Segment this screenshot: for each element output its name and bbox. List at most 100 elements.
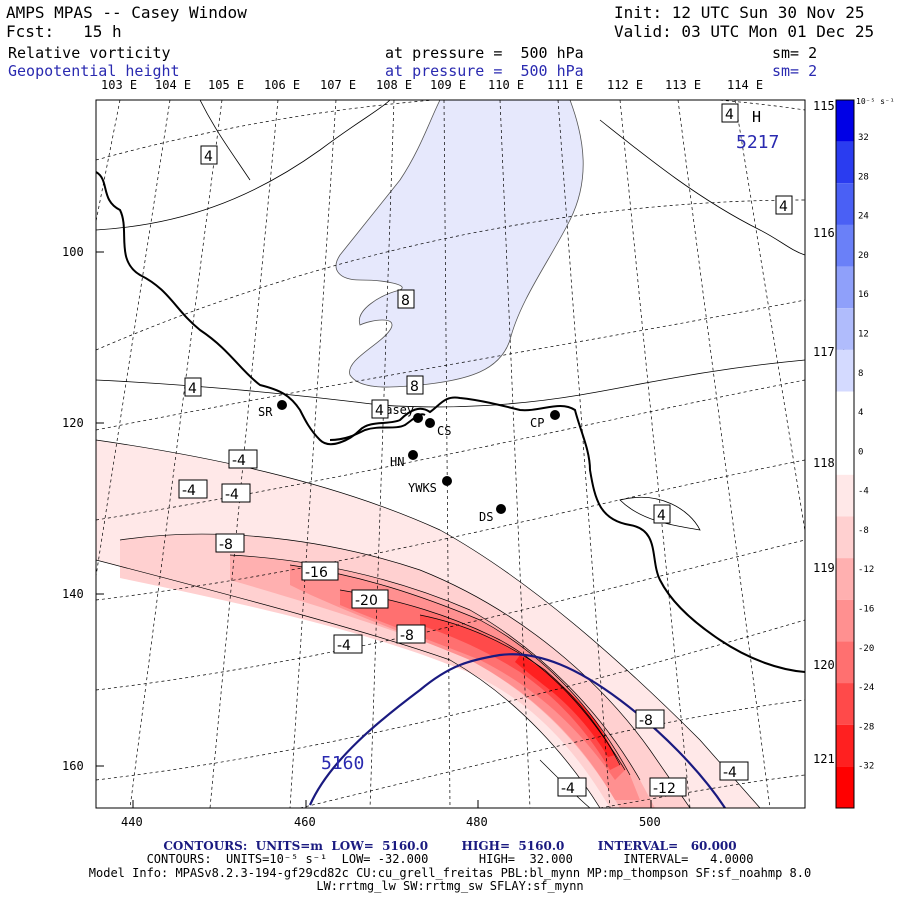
station-label: CP — [530, 416, 544, 430]
colorbar-segment — [836, 266, 854, 309]
forecast-hour: Fcst: 15 h — [6, 22, 122, 41]
height-high-marker: H — [752, 108, 761, 126]
contour-labels: 4 4 8 8 4 4 4 -4 -4 -4 -8 -16 -20 -8 -4 … — [178, 103, 793, 797]
colorbar-segment — [836, 308, 854, 350]
x-tick-label: 480 — [466, 815, 488, 829]
colorbar-segment — [836, 641, 854, 684]
lon-label: 111 E — [547, 78, 583, 92]
colorbar-segment — [836, 433, 854, 475]
colorbar-tick-label: -32 — [858, 762, 874, 772]
colorbar-segment — [836, 683, 854, 725]
svg-text:8: 8 — [410, 379, 419, 395]
colorbar-segment — [836, 599, 854, 642]
height-contour-5160 — [308, 653, 726, 808]
vorticity-band-28 — [515, 655, 615, 757]
station-marker-ds — [496, 504, 506, 514]
svg-text:4: 4 — [725, 107, 734, 123]
svg-text:-8: -8 — [639, 713, 653, 729]
colorbar-tick-label: -28 — [858, 722, 874, 732]
colorbar-tick-label: -8 — [858, 526, 869, 536]
colorbar-segment — [836, 766, 854, 808]
lon-label: 113 E — [665, 78, 701, 92]
footer-vorticity-contours: CONTOURS: UNITS=10⁻⁵ s⁻¹ LOW= -32.000 HI… — [146, 852, 754, 866]
field1-name: Relative vorticity — [8, 44, 171, 62]
x-axis: 440 460 480 500 — [121, 800, 661, 829]
svg-text:-4: -4 — [182, 483, 196, 499]
colorbar-tick-label: 4 — [858, 408, 863, 418]
field2-level: at pressure = 500 hPa — [385, 62, 584, 80]
colorbar-tick-label: 16 — [858, 290, 869, 300]
colorbar-tick-label: 32 — [858, 133, 869, 143]
svg-text:-16: -16 — [305, 565, 328, 581]
y-axis: 100 120 140 160 — [62, 245, 104, 773]
svg-text:4: 4 — [657, 508, 666, 524]
vorticity-band-8 — [120, 534, 690, 808]
colorbar-tick-label: 28 — [858, 172, 869, 182]
vorticity-band-20 — [340, 590, 625, 780]
height-label-low: 5160 — [321, 753, 364, 774]
vorticity-band-16 — [290, 565, 640, 800]
lon-label: 109 E — [430, 78, 466, 92]
footer-model-info-2: LW:rrtmg_lw SW:rrtmg_sw SFLAY:sf_mynn — [316, 879, 584, 893]
colorbar-tick-label: 8 — [858, 369, 863, 379]
station-marker-casey — [413, 413, 423, 423]
lon-label: 105 E — [208, 78, 244, 92]
field1-smoothing: sm= 2 — [772, 44, 818, 62]
colorbar-tick-label: -24 — [858, 683, 874, 693]
colorbar-tick-label: 20 — [858, 251, 869, 261]
svg-text:-4: -4 — [225, 487, 239, 503]
colorbar-segment — [836, 100, 854, 142]
station-label: YWKS — [408, 481, 437, 495]
colorbar-segment — [836, 183, 854, 225]
colorbar-segment — [836, 558, 854, 600]
lon-label: 108 E — [376, 78, 412, 92]
vorticity-band-24 — [420, 615, 620, 770]
colorbar-segment — [836, 349, 854, 392]
station-label: HN — [390, 455, 404, 469]
colorbar-tick-label: -4 — [858, 487, 869, 497]
init-time: Init: 12 UTC Sun 30 Nov 25 — [614, 3, 865, 22]
station-marker-sr — [277, 400, 287, 410]
y-tick-label: 140 — [62, 587, 84, 601]
colorbar: 32 28 24 20 16 12 8 4 0 -4 -8 -12 -16 -20 -24 -28 -32 — [835, 99, 874, 809]
svg-text:-8: -8 — [219, 537, 233, 553]
station-marker-cp — [550, 410, 560, 420]
top-longitude-labels: 103 E 104 E 105 E 106 E 107 E 108 E 109 … — [101, 78, 763, 92]
station-marker-hn — [408, 450, 418, 460]
stations: SR Casey CS CP HN YWKS DS — [258, 400, 560, 524]
colorbar-segment — [836, 141, 854, 184]
lon-label: 107 E — [320, 78, 356, 92]
x-tick-label: 440 — [121, 815, 143, 829]
colorbar-tick-label: -12 — [858, 565, 874, 575]
y-tick-label: 120 — [62, 416, 84, 430]
colorbar-frame — [835, 99, 855, 809]
svg-text:8: 8 — [401, 293, 410, 309]
svg-text:4: 4 — [375, 403, 384, 419]
svg-text:-4: -4 — [337, 638, 351, 654]
colorbar-tick-label: 0 — [858, 447, 863, 457]
colorbar-tick-label: -20 — [858, 644, 874, 654]
station-label: DS — [479, 510, 493, 524]
lon-label: 112 E — [607, 78, 643, 92]
lon-label: 106 E — [264, 78, 300, 92]
field2-smoothing: sm= 2 — [772, 62, 818, 80]
station-label: CS — [437, 424, 451, 438]
field1-level: at pressure = 500 hPa — [385, 44, 584, 62]
lon-label: 114 E — [727, 78, 763, 92]
field2-name: Geopotential height — [8, 62, 180, 80]
y-tick-label: 160 — [62, 759, 84, 773]
colorbar-segment — [836, 474, 854, 517]
lon-label: 104 E — [155, 78, 191, 92]
colorbar-tick-label: -16 — [858, 605, 874, 615]
colorbar-segment — [836, 516, 854, 559]
valid-time: Valid: 03 UTC Mon 01 Dec 25 — [614, 22, 875, 41]
colorbar-segment — [836, 224, 854, 267]
height-label-high: 5217 — [736, 132, 779, 153]
colorbar-unit: 10⁻⁵ s⁻¹ — [856, 97, 895, 106]
plot-frame — [95, 99, 806, 809]
plot-title: AMPS MPAS -- Casey Window — [6, 3, 247, 22]
y-tick-label: 100 — [62, 245, 84, 259]
x-tick-label: 460 — [294, 815, 316, 829]
lon-label: 103 E — [101, 78, 137, 92]
